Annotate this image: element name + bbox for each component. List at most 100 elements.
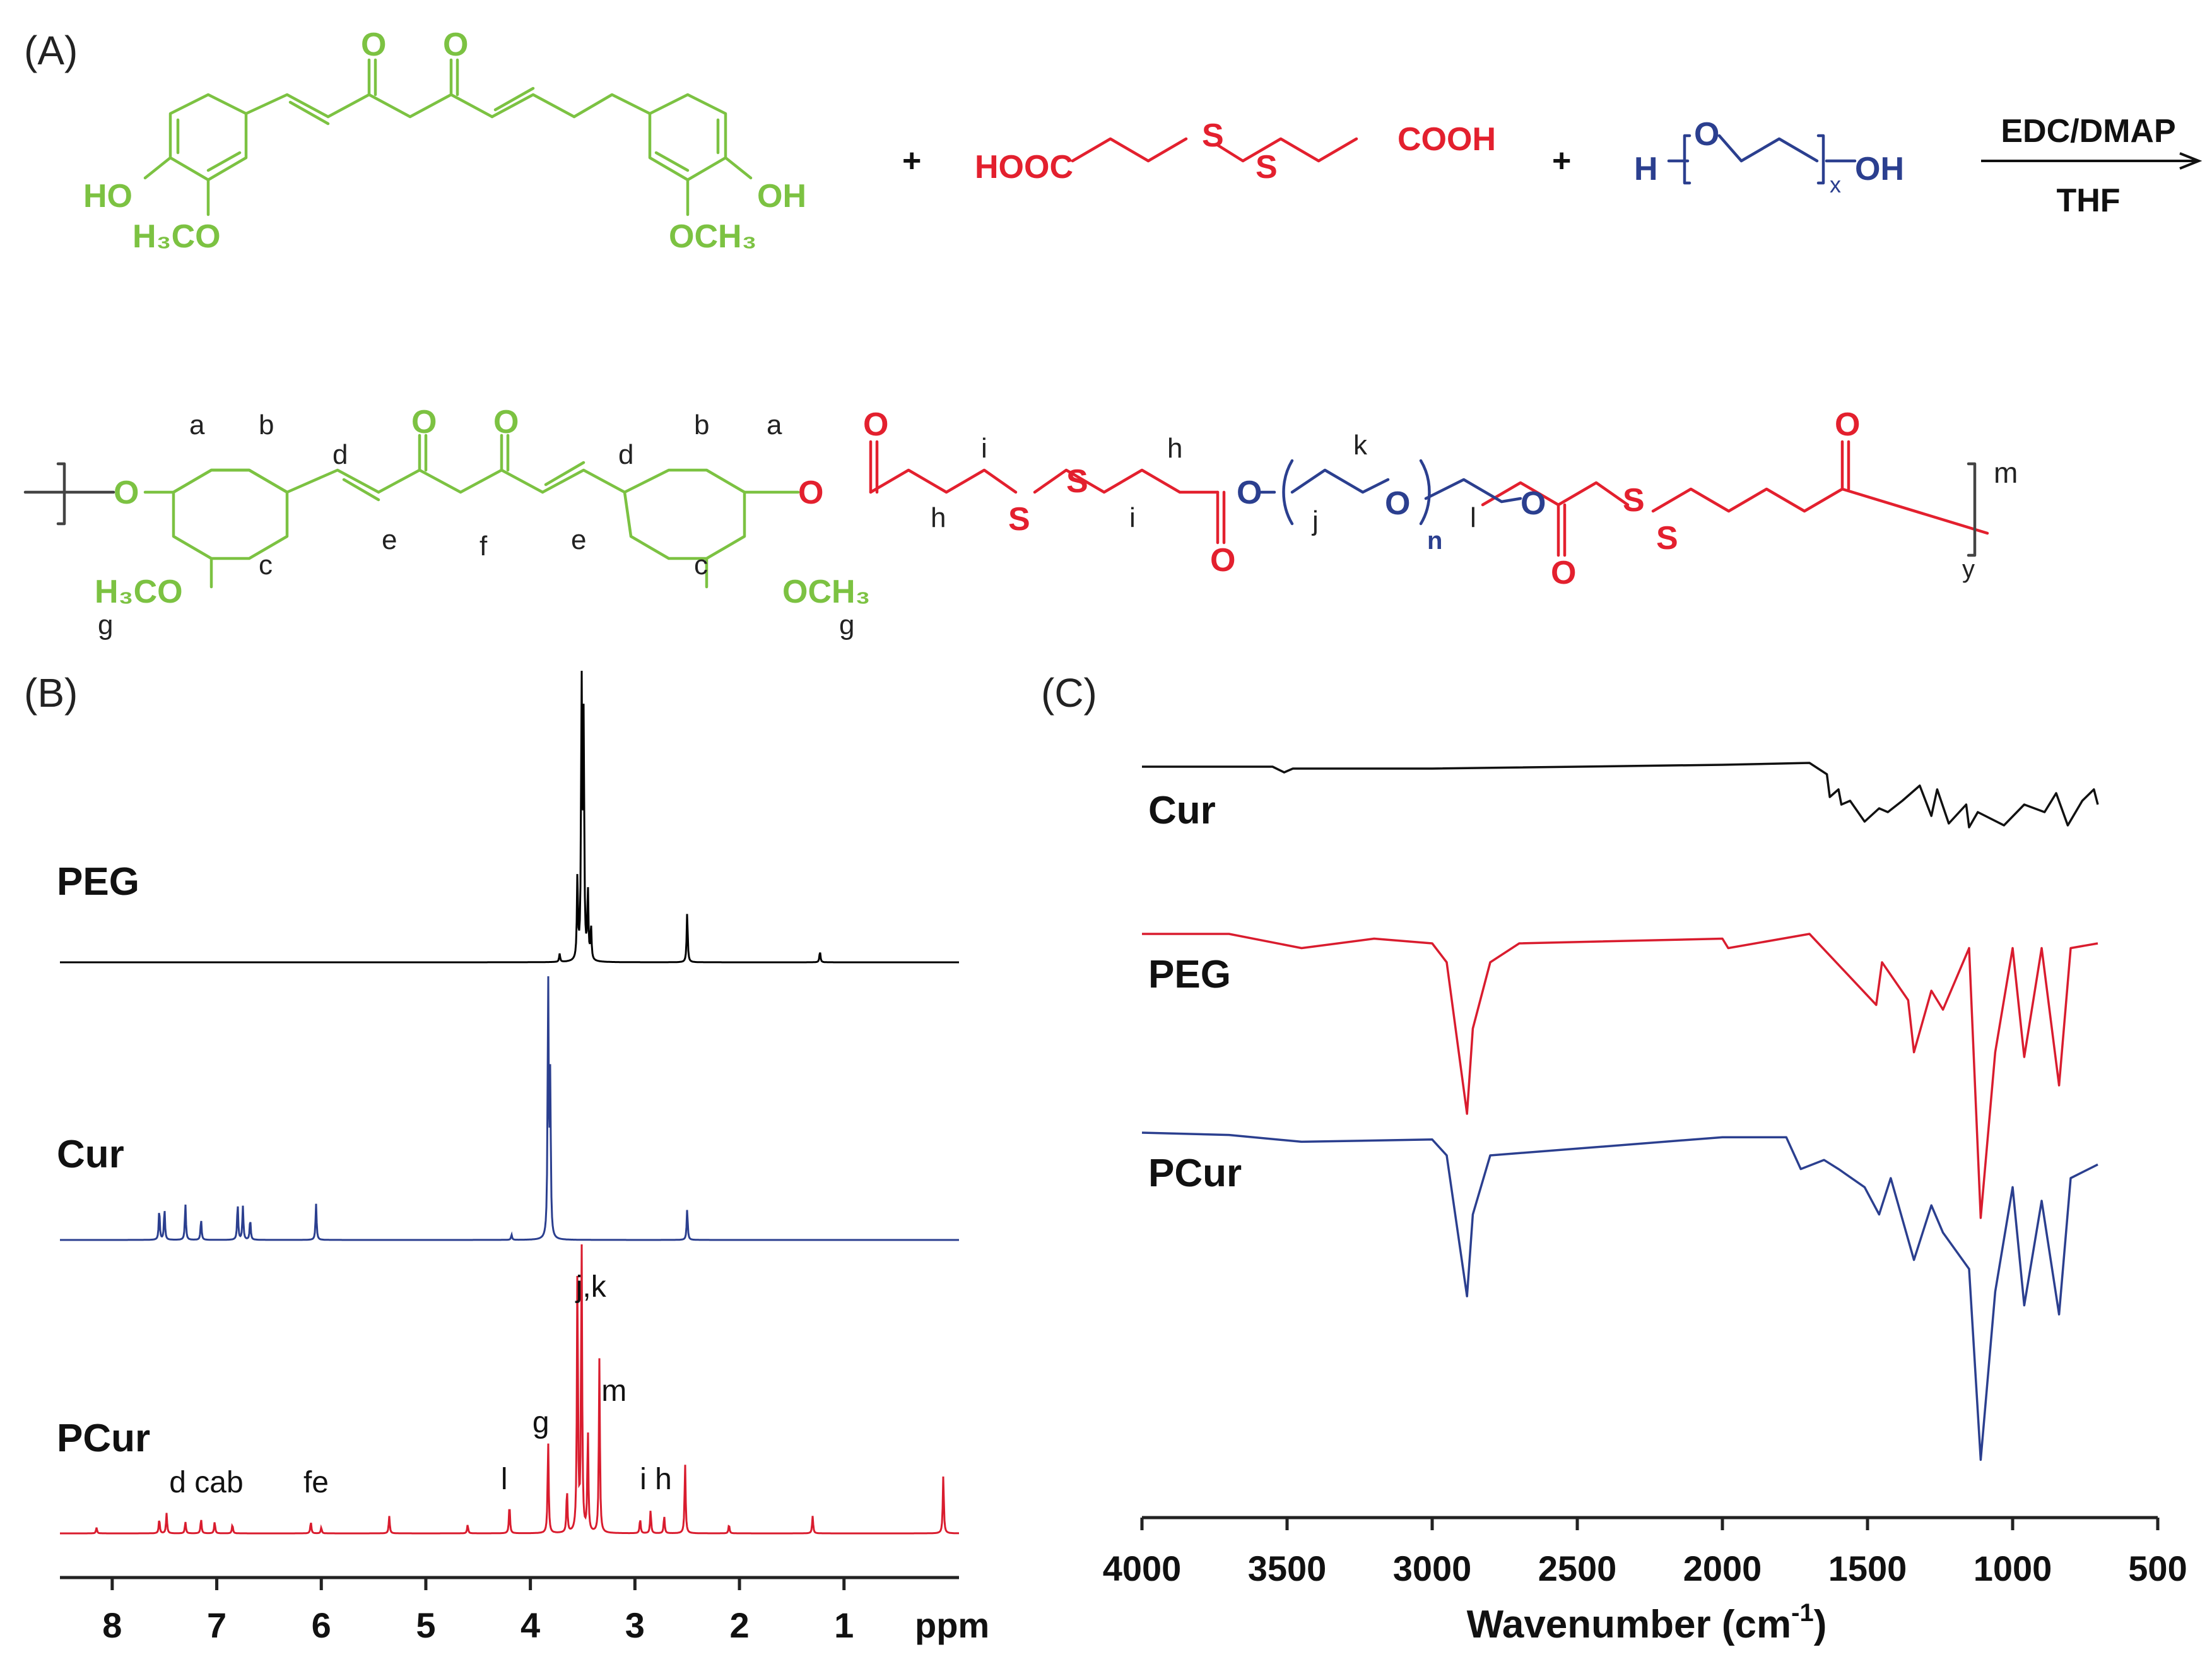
- proton-label-j: j: [1311, 505, 1319, 536]
- ir-tick-label: 2500: [1538, 1549, 1617, 1588]
- peg-repeat-x: x: [1830, 172, 1841, 198]
- nmr-x-axis-label: ppm: [915, 1605, 989, 1645]
- plus-sign-1: +: [902, 143, 921, 179]
- nmr-peak-label: m: [601, 1374, 627, 1408]
- nmr-series-line-peg: [60, 670, 959, 964]
- proton-label-e-right: e: [571, 524, 586, 555]
- nmr-peak-label: l: [501, 1463, 508, 1496]
- proton-label-k: k: [1353, 430, 1368, 461]
- polymer-ester-carbonyl-3: O: [1551, 555, 1576, 591]
- ir-series-label-pcur: PCur: [1148, 1152, 1242, 1195]
- ir-x-ticks: 4000 3500 3000 2500 2000 1500 1000 500: [1103, 1518, 2187, 1588]
- reaction-arrow-head: [2179, 152, 2203, 170]
- proton-label-g-right: g: [839, 610, 854, 640]
- polymer-ester-oxygen-1: O: [798, 475, 823, 511]
- nmr-tick-label: 5: [416, 1605, 435, 1645]
- polymer-carbonyl-2: O: [493, 404, 519, 440]
- linker-acid-right: COOH: [1397, 121, 1496, 158]
- ir-x-axis-label-main: Wavenumber (cm: [1467, 1603, 1792, 1646]
- polymer-sulfur-3: S: [1623, 482, 1645, 519]
- nmr-peak-label: d cab: [169, 1466, 243, 1499]
- proton-label-g-left: g: [98, 610, 113, 640]
- polymer-structure: [23, 434, 1989, 589]
- nmr-series-line-cur: [60, 976, 959, 1241]
- nmr-chart: 8 7 6 5 4 3 2 1 PEG Cur PCur ppm j,k m gl i h d cab…: [57, 670, 989, 1645]
- proton-label-c-left: c: [259, 550, 273, 581]
- ir-x-axis-label-sup: -1: [1791, 1599, 1814, 1627]
- proton-label-c-right: c: [694, 550, 708, 581]
- polymer-repeat-n: n: [1427, 527, 1442, 555]
- polymer-sulfur-1: S: [1008, 501, 1030, 538]
- ir-series-label-peg: PEG: [1148, 953, 1231, 996]
- proton-label-l: l: [1470, 502, 1476, 533]
- nmr-peak-label: g: [532, 1406, 550, 1439]
- polymer-sulfur-2: S: [1066, 463, 1088, 500]
- ir-series-line-peg: [1142, 933, 2098, 1219]
- proton-label-h-1: h: [931, 502, 946, 533]
- nmr-x-ticks: 8 7 6 5 4 3 2 1: [102, 1578, 854, 1645]
- polymer-methoxy-left: H₃CO: [95, 574, 183, 610]
- ir-tick-label: 1000: [1974, 1549, 2052, 1588]
- curcumin-carbonyl-right: O: [443, 27, 468, 63]
- nmr-tick-label: 8: [102, 1605, 122, 1645]
- ir-x-axis-label-close: ): [1814, 1603, 1827, 1646]
- nmr-tick-label: 4: [521, 1605, 540, 1645]
- ir-series: [1141, 762, 2099, 1461]
- panel-b-label: (B): [24, 670, 78, 716]
- curcumin-hydroxyl-right: OH: [757, 178, 806, 215]
- nmr-peak-labels: j,k m gl i h d cab fe: [169, 1270, 672, 1499]
- proton-label-d-left: d: [332, 439, 348, 470]
- linker-sulfur-1: S: [1202, 117, 1224, 154]
- nmr-tick-label: 6: [312, 1605, 331, 1645]
- linker-sulfur-2: S: [1256, 149, 1278, 186]
- ir-chart: 4000 3500 3000 2500 2000 1500 1000 500 Cur PEG …: [1103, 762, 2187, 1646]
- ir-tick-label: 500: [2128, 1549, 2187, 1588]
- proton-label-f: f: [479, 531, 488, 562]
- curcumin-structure: [143, 58, 753, 216]
- proton-label-d-right: d: [618, 439, 633, 470]
- ir-tick-label: 3000: [1393, 1549, 1472, 1588]
- reagent-edc-dmap: EDC/DMAP: [2001, 113, 2175, 150]
- curcumin-carbonyl-left: O: [361, 27, 386, 63]
- polymer-ester-carbonyl-1: O: [863, 406, 888, 443]
- peg-oxygen: O: [1694, 116, 1719, 153]
- proton-label-e-left: e: [382, 524, 397, 555]
- proton-label-h-2: h: [1167, 433, 1182, 464]
- curcumin-hydroxyl-left: HO: [83, 178, 132, 215]
- nmr-series-label-pcur: PCur: [57, 1417, 150, 1460]
- nmr-tick-label: 1: [834, 1605, 854, 1645]
- nmr-series: [60, 670, 959, 1535]
- polymer-repeat-m: m: [1994, 456, 2018, 489]
- peg-hydroxyl: OH: [1855, 151, 1904, 187]
- nmr-peak-label: i h: [640, 1463, 672, 1496]
- proton-label-i-2: i: [1129, 502, 1136, 533]
- nmr-peak-label: j,k: [575, 1270, 607, 1304]
- panel-a-label: (A): [24, 28, 78, 73]
- polymer-methoxy-right: OCH₃: [782, 574, 871, 610]
- polymer-peg-oxygen-3: O: [1521, 485, 1546, 522]
- ir-tick-label: 1500: [1828, 1549, 1907, 1588]
- ir-series-label-cur: Cur: [1148, 789, 1216, 832]
- ir-series-line-pcur: [1141, 1131, 2098, 1461]
- nmr-series-label-peg: PEG: [57, 860, 139, 904]
- proton-label-b-right: b: [694, 410, 709, 440]
- proton-label-i-1: i: [981, 433, 987, 464]
- curcumin-methoxy-right: OCH₃: [669, 218, 757, 255]
- polymer-repeat-y: y: [1962, 555, 1975, 583]
- nmr-tick-label: 2: [729, 1605, 749, 1645]
- curcumin-methoxy-left: H₃CO: [132, 218, 221, 255]
- reagent-thf: THF: [2056, 182, 2120, 219]
- peg-hydrogen: H: [1634, 151, 1658, 187]
- nmr-series-line-pcur: [60, 1244, 959, 1535]
- ir-series-line-cur: [1142, 762, 2099, 829]
- ir-tick-label: 2000: [1683, 1549, 1762, 1588]
- plus-sign-2: +: [1552, 143, 1571, 179]
- polymer-ester-carbonyl-2: O: [1210, 542, 1235, 579]
- nmr-peak-label: fe: [303, 1466, 329, 1499]
- proton-label-a-right: a: [767, 410, 782, 440]
- panel-c-label: (C): [1041, 670, 1097, 716]
- nmr-tick-label: 3: [625, 1605, 645, 1645]
- proton-label-a-left: a: [189, 410, 205, 440]
- polymer-carbonyl-1: O: [411, 404, 437, 440]
